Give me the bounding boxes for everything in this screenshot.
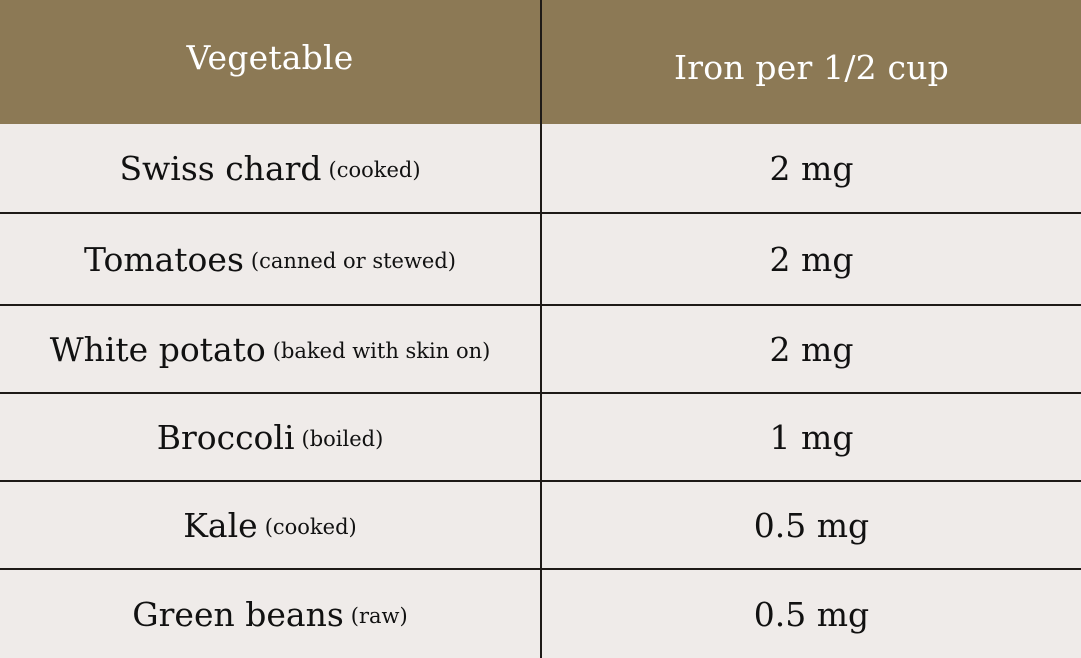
vegetable-cell: Tomatoes (canned or stewed) [0, 214, 540, 304]
vegetable-note: (canned or stewed) [250, 249, 456, 273]
iron-cell: 2 mg [769, 239, 854, 279]
iron-cell: 0.5 mg [753, 594, 870, 634]
vegetable-cell: Green beans (raw) [0, 570, 540, 658]
table-row: Broccoli (boiled) 1 mg [0, 394, 1081, 480]
vegetable-note: (cooked) [328, 158, 421, 182]
vegetable-name: Green beans [132, 594, 344, 634]
column-divider [540, 0, 542, 658]
iron-cell: 2 mg [769, 148, 854, 188]
vegetable-name: Swiss chard [119, 148, 322, 188]
table-row: Kale (cooked) 0.5 mg [0, 482, 1081, 568]
table-row: Green beans (raw) 0.5 mg [0, 570, 1081, 658]
vegetable-name: Broccoli [156, 417, 295, 457]
vegetable-note: (boiled) [301, 427, 384, 451]
iron-cell: 0.5 mg [753, 505, 870, 545]
vegetable-note: (baked with skin on) [272, 339, 491, 363]
vegetable-note: (raw) [350, 604, 408, 628]
vegetable-note: (cooked) [264, 515, 357, 539]
vegetable-name: White potato [49, 329, 266, 369]
vegetable-name: Kale [183, 505, 258, 545]
table-row: Swiss chard (cooked) 2 mg [0, 124, 1081, 212]
vegetable-cell: White potato (baked with skin on) [0, 306, 540, 392]
table-row: White potato (baked with skin on) 2 mg [0, 306, 1081, 392]
vegetable-cell: Broccoli (boiled) [0, 394, 540, 480]
iron-cell: 2 mg [769, 329, 854, 369]
vegetable-cell: Kale (cooked) [0, 482, 540, 568]
vegetable-name: Tomatoes [84, 239, 244, 279]
vegetable-cell: Swiss chard (cooked) [0, 124, 540, 212]
iron-cell: 1 mg [769, 417, 854, 457]
header-vegetable: Vegetable [186, 37, 354, 77]
header-iron: Iron per 1/2 cup [674, 47, 949, 87]
table-row: Tomatoes (canned or stewed) 2 mg [0, 214, 1081, 304]
